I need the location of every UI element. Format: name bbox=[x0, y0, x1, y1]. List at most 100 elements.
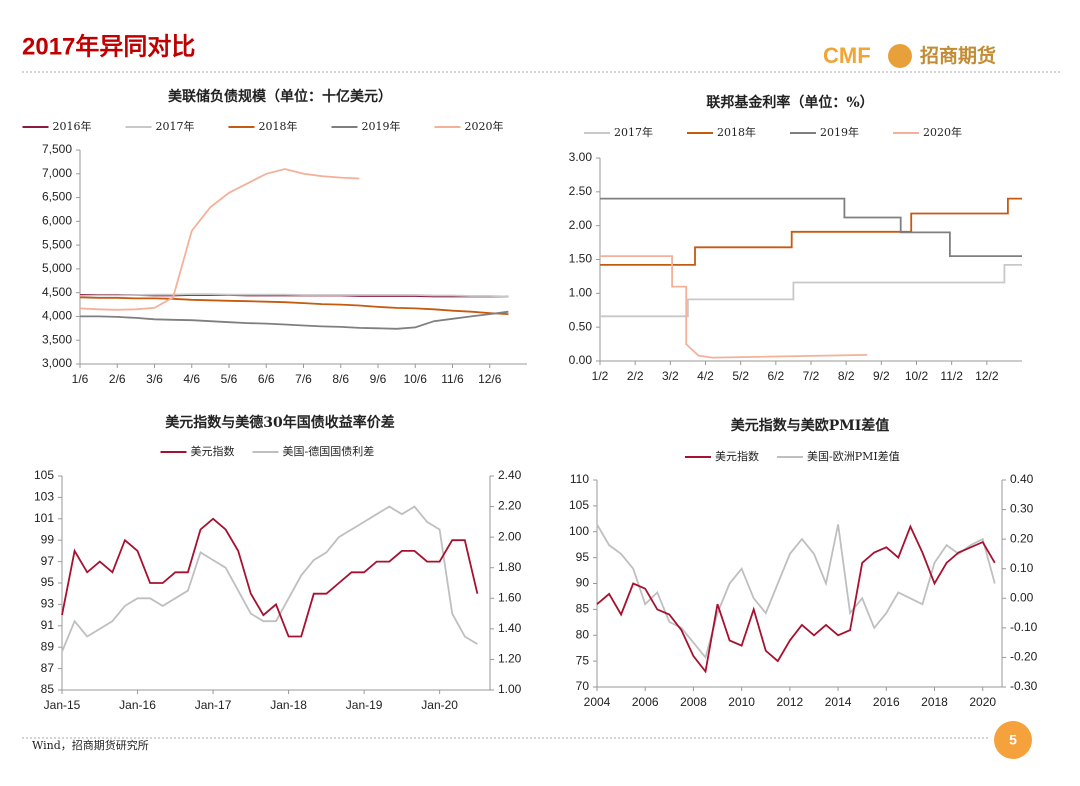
x-tick-label: Jan-17 bbox=[195, 698, 232, 712]
legend-label: 2016年 bbox=[53, 119, 92, 133]
logo-icon bbox=[888, 44, 912, 68]
x-tick-label: 7/6 bbox=[295, 372, 312, 386]
x-tick-label: 5/6 bbox=[221, 372, 238, 386]
x-tick-label: 11/6 bbox=[441, 372, 464, 386]
series-line bbox=[600, 197, 1022, 266]
x-tick-label: 3/2 bbox=[662, 369, 679, 383]
y-tick-label: 95 bbox=[41, 575, 55, 589]
logo-cn: 招商期货 bbox=[920, 44, 996, 67]
y-tick-label: 90 bbox=[576, 576, 590, 590]
x-tick-label: Jan-16 bbox=[119, 698, 156, 712]
legend-label: 美国-欧洲PMI差值 bbox=[807, 449, 900, 463]
x-tick-label: 10/2 bbox=[905, 369, 929, 383]
y-tick-label: 2.50 bbox=[569, 184, 593, 198]
series-line bbox=[79, 293, 509, 298]
y-tick-label: 80 bbox=[576, 627, 590, 641]
x-tick-label: Jan-20 bbox=[421, 698, 458, 712]
y-tick-label: 6,000 bbox=[42, 214, 72, 228]
y-tick-label: 91 bbox=[41, 618, 55, 632]
x-tick-label: 2/2 bbox=[627, 369, 644, 383]
series-line bbox=[600, 264, 1022, 318]
legend-label: 2017年 bbox=[614, 125, 653, 139]
x-tick-label: 1/6 bbox=[72, 372, 89, 386]
y2-tick-label: 2.00 bbox=[498, 529, 522, 543]
x-tick-label: 6/6 bbox=[258, 372, 275, 386]
y2-tick-label: -0.10 bbox=[1010, 620, 1038, 634]
y-tick-label: 103 bbox=[34, 490, 54, 504]
y-tick-label: 4,500 bbox=[42, 285, 72, 299]
page-badge bbox=[994, 721, 1032, 759]
x-tick-label: Jan-19 bbox=[346, 698, 383, 712]
x-tick-label: 8/6 bbox=[332, 372, 349, 386]
y2-tick-label: 0.40 bbox=[1010, 472, 1034, 486]
x-tick-label: 2/6 bbox=[109, 372, 126, 386]
x-tick-label: Jan-15 bbox=[44, 698, 81, 712]
y-tick-label: 6,500 bbox=[42, 190, 72, 204]
y2-tick-label: 1.60 bbox=[498, 590, 522, 604]
x-tick-label: 3/6 bbox=[146, 372, 163, 386]
legend-label: 2017年 bbox=[156, 119, 195, 133]
y-tick-label: 1.00 bbox=[569, 286, 593, 300]
series-line bbox=[596, 523, 996, 660]
y-tick-label: 110 bbox=[570, 472, 589, 486]
y-tick-label: 95 bbox=[576, 550, 590, 564]
chart-title: 美元指数与美欧PMI差值 bbox=[731, 417, 890, 434]
legend-label: 2020年 bbox=[465, 119, 504, 133]
y-tick-label: 2.00 bbox=[569, 218, 593, 232]
source-note: Wind，招商期货研究所 bbox=[32, 738, 149, 752]
y-tick-label: 4,000 bbox=[42, 309, 72, 323]
y-tick-label: 105 bbox=[34, 468, 54, 482]
x-tick-label: 11/2 bbox=[940, 369, 963, 383]
chart-title: 美元指数与美德30年国债收益率价差 bbox=[165, 414, 394, 431]
x-tick-label: 4/6 bbox=[183, 372, 200, 386]
series-line bbox=[79, 168, 360, 311]
y-tick-label: 0.50 bbox=[569, 319, 593, 333]
chart-title: 美联储负债规模（单位：十亿美元） bbox=[168, 88, 392, 105]
slide-title: 2017年异同对比 bbox=[22, 32, 195, 60]
x-tick-label: 2014 bbox=[825, 695, 852, 709]
y-tick-label: 85 bbox=[576, 602, 590, 616]
x-tick-label: 2016 bbox=[873, 695, 900, 709]
x-tick-label: 9/6 bbox=[370, 372, 387, 386]
page-number: 5 bbox=[1009, 732, 1017, 748]
series-line bbox=[61, 517, 479, 638]
chart-title: 联邦基金利率（单位：%） bbox=[706, 94, 873, 111]
y2-tick-label: 1.40 bbox=[498, 621, 522, 635]
y-tick-label: 70 bbox=[576, 679, 590, 693]
x-tick-label: Jan-18 bbox=[270, 698, 307, 712]
y2-tick-label: 0.10 bbox=[1010, 561, 1034, 575]
x-tick-label: 2004 bbox=[584, 695, 611, 709]
x-tick-label: 2008 bbox=[680, 695, 707, 709]
y-tick-label: 75 bbox=[576, 653, 590, 667]
x-tick-label: 12/2 bbox=[975, 369, 999, 383]
y-tick-label: 3,500 bbox=[42, 332, 72, 346]
x-tick-label: 6/2 bbox=[767, 369, 784, 383]
series-line bbox=[600, 197, 1022, 257]
y-tick-label: 87 bbox=[41, 661, 55, 675]
y2-tick-label: -0.30 bbox=[1010, 679, 1038, 693]
y-tick-label: 7,000 bbox=[42, 166, 72, 180]
x-tick-label: 8/2 bbox=[838, 369, 855, 383]
series-line bbox=[61, 505, 478, 653]
x-tick-label: 1/2 bbox=[592, 369, 609, 383]
x-tick-label: 7/2 bbox=[803, 369, 820, 383]
y-tick-label: 3,000 bbox=[42, 356, 72, 370]
legend-label: 美国-德国国债利差 bbox=[283, 444, 375, 458]
x-tick-label: 10/6 bbox=[404, 372, 428, 386]
y2-tick-label: 2.40 bbox=[498, 468, 522, 482]
y2-tick-label: 0.20 bbox=[1010, 531, 1034, 545]
y-tick-label: 97 bbox=[41, 554, 55, 568]
series-line bbox=[596, 524, 996, 674]
y2-tick-label: 1.20 bbox=[498, 652, 522, 666]
x-tick-label: 2020 bbox=[969, 695, 996, 709]
legend-label: 2018年 bbox=[259, 119, 298, 133]
y-tick-label: 0.00 bbox=[569, 353, 593, 367]
legend-label: 2019年 bbox=[362, 119, 401, 133]
legend-label: 美元指数 bbox=[191, 444, 235, 458]
legend-label: 2018年 bbox=[717, 125, 756, 139]
y2-tick-label: 1.00 bbox=[498, 682, 522, 696]
y2-tick-label: -0.20 bbox=[1010, 650, 1038, 664]
x-tick-label: 5/2 bbox=[732, 369, 749, 383]
